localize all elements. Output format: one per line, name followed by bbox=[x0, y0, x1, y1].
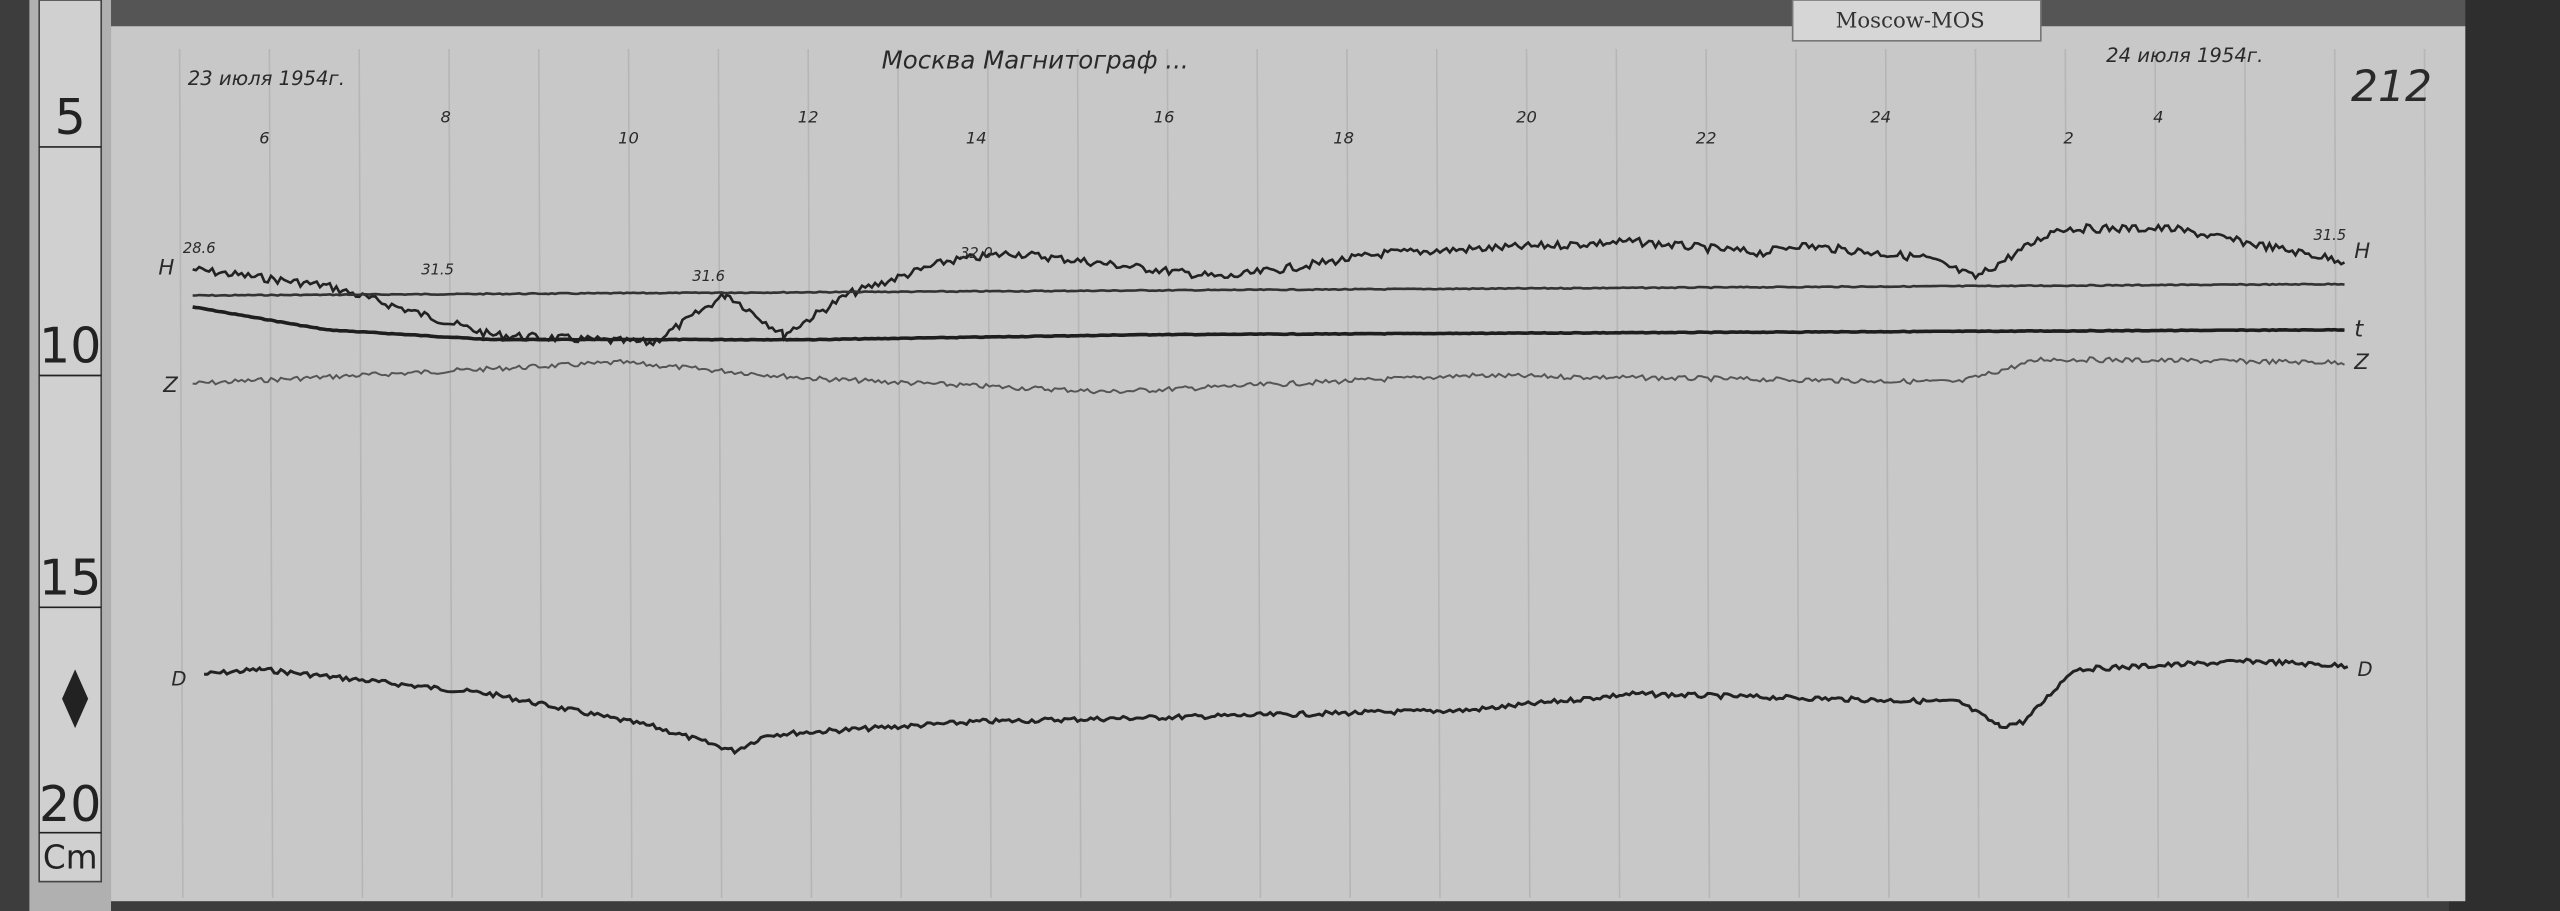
grid-line bbox=[537, 48, 543, 898]
date-end: 24 июля 1954г. bbox=[2106, 44, 2263, 67]
grid-line bbox=[2154, 48, 2160, 898]
annotation: 31.5 bbox=[421, 261, 454, 278]
date-start: 23 июля 1954г. bbox=[188, 67, 345, 90]
ruler-mark: 20 bbox=[39, 776, 101, 833]
grid-line bbox=[178, 48, 184, 898]
label-z-left: Z bbox=[162, 373, 178, 398]
trace-z bbox=[192, 356, 2345, 395]
hour-label: 12 bbox=[798, 107, 819, 126]
grid-line bbox=[1615, 48, 1621, 898]
label-d-left: D bbox=[171, 668, 186, 691]
trace-d bbox=[204, 657, 2349, 756]
ruler-mark: 15 bbox=[39, 549, 101, 606]
chart-title: Москва Магнитограф ... bbox=[882, 46, 1189, 75]
label-h-left: H bbox=[158, 255, 174, 280]
grid-line bbox=[1525, 48, 1531, 898]
station-tag bbox=[1791, 0, 2042, 42]
grid-line bbox=[1435, 48, 1441, 898]
grid-line bbox=[1076, 48, 1082, 898]
paper-chart bbox=[111, 26, 2466, 902]
annotation: 32.0 bbox=[960, 245, 993, 262]
grid-line bbox=[448, 48, 454, 898]
trace-h bbox=[192, 222, 2346, 347]
hour-label: 20 bbox=[1516, 107, 1537, 126]
hour-label: 6 bbox=[259, 129, 269, 148]
hour-label: 16 bbox=[1154, 107, 1175, 126]
grid-line bbox=[897, 48, 903, 898]
label-z-right: Z bbox=[2353, 350, 2369, 375]
grid-line bbox=[1346, 48, 1352, 898]
grid-line bbox=[2333, 48, 2339, 898]
grid-line bbox=[358, 48, 364, 898]
ruler-mark: 10 bbox=[39, 317, 101, 374]
hour-label: 2 bbox=[2063, 129, 2073, 148]
grid-line bbox=[2244, 48, 2249, 898]
grid-line bbox=[807, 48, 813, 898]
hour-label: 4 bbox=[2153, 107, 2163, 126]
grid-line bbox=[1705, 48, 1711, 898]
grid-line bbox=[627, 48, 633, 898]
hour-label: 22 bbox=[1696, 129, 1717, 148]
hour-label: 14 bbox=[966, 129, 987, 148]
label-t-right: t bbox=[2354, 316, 2364, 342]
grid-line bbox=[2064, 48, 2070, 898]
ruler: 5 10 15 20 Cm bbox=[29, 0, 112, 911]
sheet-number: 212 bbox=[2351, 63, 2432, 112]
label-d-right: D bbox=[2358, 658, 2373, 681]
trace-t bbox=[192, 305, 2345, 342]
grid-line bbox=[1166, 48, 1172, 898]
grid-line bbox=[2423, 48, 2429, 898]
station-tag-label: Moscow-MOS bbox=[1836, 9, 1985, 34]
hour-label: 10 bbox=[618, 129, 639, 148]
grid-line bbox=[1884, 48, 1890, 898]
annotation: 31.5 bbox=[2313, 227, 2346, 244]
label-h-right: H bbox=[2354, 239, 2370, 264]
grid-line bbox=[1795, 48, 1800, 898]
annotation: 31.6 bbox=[692, 268, 725, 285]
grid-line bbox=[986, 48, 992, 898]
grid-line bbox=[1256, 48, 1262, 898]
hour-label: 18 bbox=[1333, 129, 1354, 148]
trace-h-baseline bbox=[192, 282, 2345, 298]
grid-line bbox=[717, 48, 723, 898]
ruler-mark: 5 bbox=[55, 89, 86, 146]
hour-label: 8 bbox=[441, 107, 451, 126]
grid-line bbox=[268, 48, 274, 898]
hour-label: 24 bbox=[1870, 107, 1891, 126]
annotation: 28.6 bbox=[183, 240, 216, 257]
ruler-unit: Cm bbox=[43, 839, 98, 877]
grid-line bbox=[1974, 48, 1980, 898]
